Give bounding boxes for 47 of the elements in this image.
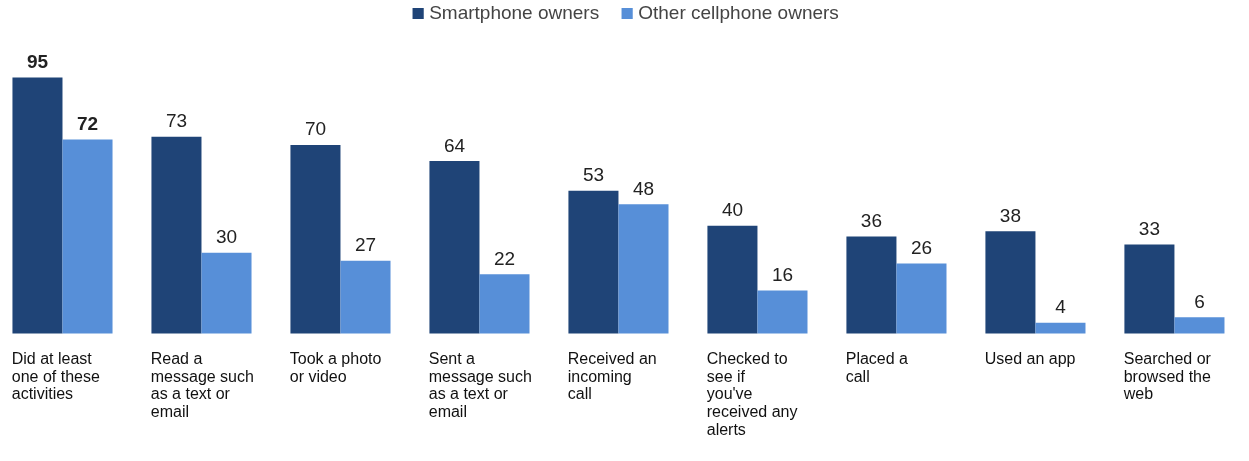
x-tick-label: Used an app xyxy=(984,349,1076,367)
x-tick-label: Read a message such as a text or email xyxy=(150,349,254,421)
bar xyxy=(201,252,252,334)
bar xyxy=(62,139,113,334)
data-label: 53 xyxy=(582,164,605,186)
bar xyxy=(151,136,202,334)
x-tick-label: Checked to see if you've received any alerts xyxy=(706,349,798,439)
bar xyxy=(1035,322,1086,334)
data-label: 64 xyxy=(443,134,466,156)
bar xyxy=(12,77,63,334)
bar xyxy=(846,236,897,334)
bar xyxy=(757,290,808,334)
data-label: 95 xyxy=(26,51,49,73)
bar xyxy=(568,190,619,334)
x-tick-label: Took a photo or video xyxy=(289,349,382,385)
bar xyxy=(1174,317,1225,334)
data-label: 73 xyxy=(165,110,188,132)
bar xyxy=(985,231,1036,334)
bar xyxy=(340,260,391,334)
data-label: 27 xyxy=(354,234,377,256)
legend-label: Other cellphone owners xyxy=(638,2,839,24)
data-label: 33 xyxy=(1138,218,1160,240)
data-label: 40 xyxy=(721,199,744,221)
bar xyxy=(1124,244,1175,334)
data-label: 6 xyxy=(1194,290,1205,312)
data-label: 72 xyxy=(76,113,99,135)
x-tick-label: Did at least one of these activities xyxy=(11,349,100,403)
data-label: 36 xyxy=(860,210,883,232)
data-label: 16 xyxy=(771,263,794,285)
bar xyxy=(896,263,947,334)
bar xyxy=(290,144,341,334)
data-label: 30 xyxy=(215,226,238,248)
bar xyxy=(707,225,758,334)
bar xyxy=(479,274,530,334)
bar xyxy=(429,161,480,334)
x-tick-label: Placed a call xyxy=(845,349,909,385)
bar xyxy=(618,204,669,334)
data-label: 70 xyxy=(304,118,327,140)
data-label: 48 xyxy=(632,177,655,199)
x-tick-label: Received an incoming call xyxy=(567,349,657,403)
data-label: 38 xyxy=(999,204,1021,226)
x-tick-label: Sent a message such as a text or email xyxy=(428,349,532,421)
data-label: 4 xyxy=(1055,296,1067,318)
data-label: 26 xyxy=(910,237,933,259)
legend-label: Smartphone owners xyxy=(429,2,600,24)
data-label: 22 xyxy=(493,247,516,269)
x-tick-label: Searched or browsed the web xyxy=(1122,349,1212,403)
